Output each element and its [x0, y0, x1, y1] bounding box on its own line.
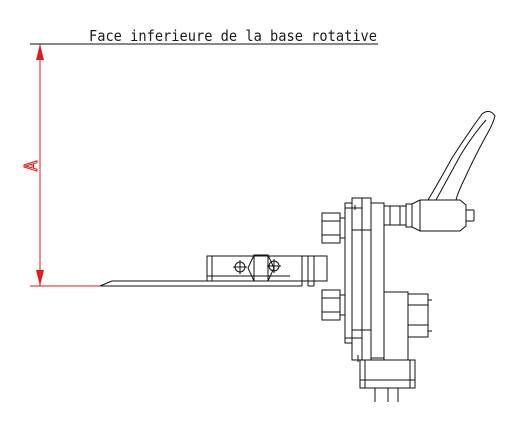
- dimension-a: A: [21, 44, 100, 287]
- lower-bolt: [321, 289, 345, 321]
- upper-bolt: [321, 212, 345, 244]
- dimension-label: A: [21, 160, 42, 171]
- lever: [383, 110, 496, 232]
- reference-label: Face inferieure de la base rotative: [89, 27, 377, 45]
- mounting-plates: [344, 197, 385, 362]
- clamp-mechanism: [99, 110, 496, 402]
- clamp-body: [206, 254, 328, 287]
- blade: [99, 280, 303, 287]
- reference-label-group: Face inferieure de la base rotative: [30, 27, 378, 45]
- dimension-arrow-top: [36, 44, 44, 60]
- dimension-arrow-bottom: [36, 270, 44, 286]
- base-block: [359, 291, 432, 402]
